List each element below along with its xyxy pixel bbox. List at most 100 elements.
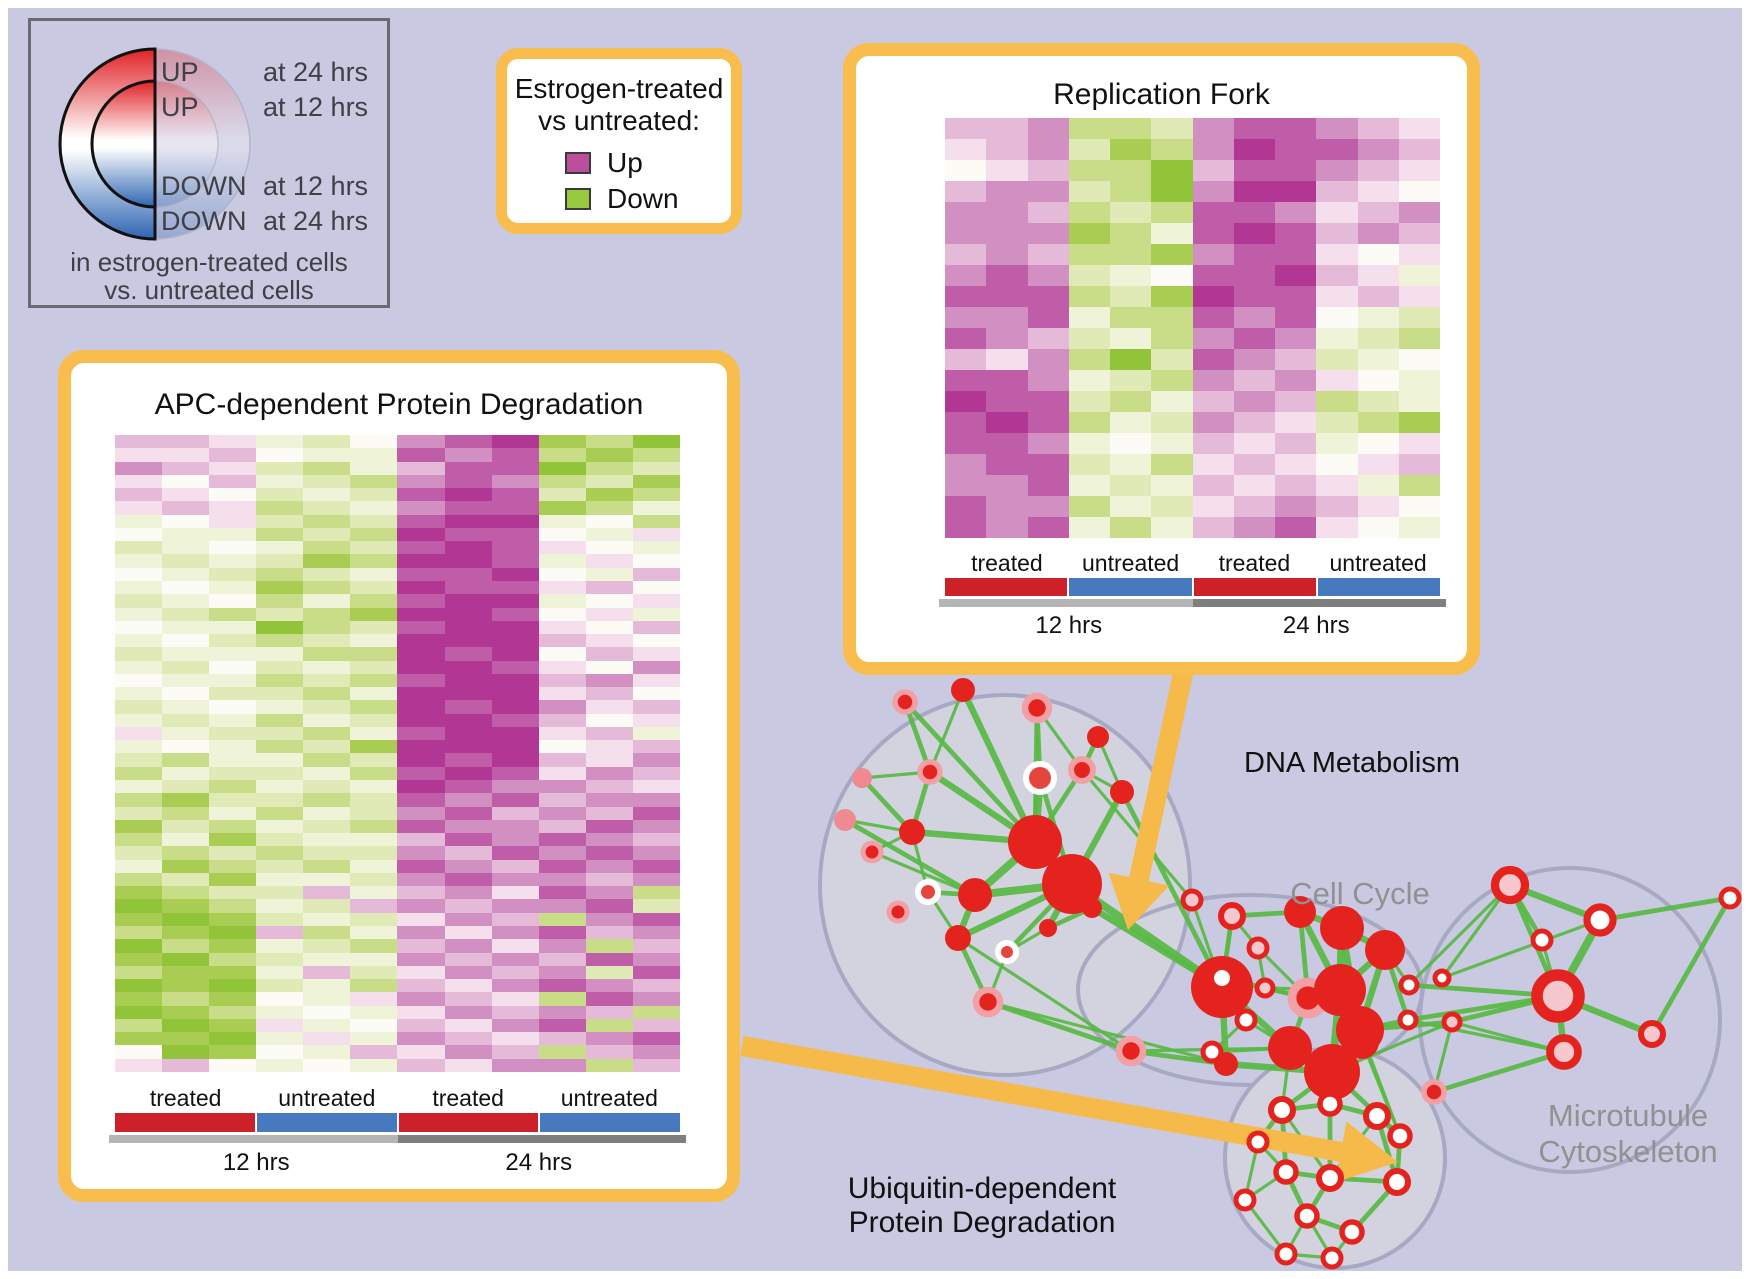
heatmap-cell (1027, 265, 1069, 286)
heatmap-cell (115, 753, 163, 767)
network-node (1530, 928, 1554, 952)
heatmap-cell (1398, 475, 1440, 496)
network-edge (957, 936, 1132, 1053)
heatmap-cell (538, 541, 586, 555)
heatmap-cell (632, 488, 680, 502)
heatmap-cell (491, 660, 539, 674)
heatmap-cell (538, 501, 586, 515)
heatmap-cell (491, 580, 539, 595)
heatmap-cell (397, 594, 445, 608)
network-node (1087, 726, 1109, 748)
heatmap-cell (945, 118, 987, 139)
heatmap-cell (491, 899, 539, 913)
heatmap-cell (1110, 496, 1152, 517)
heatmap-cell (538, 780, 586, 794)
heatmap-cell (397, 819, 445, 834)
heatmap-cell (1192, 433, 1234, 454)
solid-left-half-rings (58, 47, 157, 241)
apc-panel: APC-dependent Protein Degradation treate… (58, 350, 740, 1202)
heatmap-cell (303, 819, 351, 834)
heatmap-cell (1233, 265, 1275, 286)
heatmap-cell (209, 819, 257, 834)
heatmap-cell (350, 448, 398, 462)
heatmap-cell (1192, 412, 1234, 433)
heatmap-cell (162, 660, 210, 674)
heatmap-cell (945, 181, 987, 202)
heatmap-cell (1398, 496, 1440, 517)
heatmap-cell (350, 567, 398, 581)
heatmap-cell (115, 687, 163, 701)
heatmap-cell (397, 660, 445, 674)
heatmap-cell (1398, 517, 1440, 538)
heatmap-cell (585, 833, 633, 847)
heatmap-cell (1233, 139, 1275, 160)
heatmap-cell (491, 673, 539, 688)
heatmap-cell (632, 580, 680, 595)
heatmap-cell (162, 1032, 210, 1046)
heatmap-cell (256, 793, 304, 807)
heatmap-cell (162, 620, 210, 635)
heatmap-cell (1068, 391, 1110, 412)
heatmap-cell (1151, 391, 1193, 412)
heatmap-cell (986, 286, 1028, 307)
heatmap-cell (1357, 286, 1399, 307)
heatmap-cell (538, 1032, 586, 1046)
network-node (1246, 936, 1270, 960)
heatmap-cell (209, 700, 257, 714)
heatmap-cell (162, 448, 210, 462)
heatmap-cell (350, 713, 398, 727)
heatmap-cell (115, 634, 163, 648)
heatmap-cell (350, 926, 398, 940)
heatmap-cell (986, 202, 1028, 223)
heatmap-cell (162, 501, 210, 515)
network-node (834, 809, 856, 831)
heatmap-cell (115, 899, 163, 913)
heatmap-cell (303, 461, 351, 475)
heatmap-cell (209, 952, 257, 966)
heatmap-cell (303, 992, 351, 1006)
heatmap-cell (1110, 244, 1152, 265)
heatmap-cell (350, 660, 398, 674)
heatmap-cell (1316, 328, 1358, 349)
rf-group-label-3: treated (1218, 550, 1291, 576)
heatmap-cell (585, 979, 633, 993)
heatmap-cell (444, 634, 492, 648)
network-node (892, 689, 918, 715)
apc-heatmap (115, 435, 680, 1072)
heatmap-cell (1151, 118, 1193, 139)
heatmap-cell (397, 580, 445, 595)
heatmap-cell (350, 965, 398, 980)
heatmap-cell (1027, 349, 1069, 370)
network-node (1042, 854, 1102, 914)
heatmap-cell (350, 527, 398, 542)
heatmap-cell (1357, 244, 1399, 265)
heatmap-cell (986, 181, 1028, 202)
heatmap-cell (538, 527, 586, 542)
heatmap-cell (256, 435, 304, 449)
network-node (945, 925, 971, 951)
heatmap-cell (303, 912, 351, 927)
heatmap-cell (632, 527, 680, 542)
heatmap-cell (1068, 223, 1110, 244)
heatmap-cell (115, 580, 163, 595)
heatmap-cell (397, 992, 445, 1006)
heatmap-cell (1275, 391, 1317, 412)
heatmap-cell (115, 541, 163, 555)
heatmap-cell (1110, 412, 1152, 433)
heatmap-cell (397, 726, 445, 741)
network-node (972, 986, 1004, 1018)
heatmap-cell (538, 833, 586, 847)
heatmap-cell (303, 965, 351, 980)
heatmap-cell (1398, 349, 1440, 370)
network-node (899, 819, 925, 845)
heatmap-cell (538, 567, 586, 581)
heatmap-cell (632, 620, 680, 635)
heatmap-cell (1275, 286, 1317, 307)
heatmap-cell (444, 527, 492, 542)
heatmap-cell (350, 554, 398, 568)
heatmap-cell (115, 859, 163, 873)
heatmap-cell (585, 501, 633, 515)
heatmap-cell (397, 673, 445, 688)
heatmap-cell (538, 474, 586, 489)
